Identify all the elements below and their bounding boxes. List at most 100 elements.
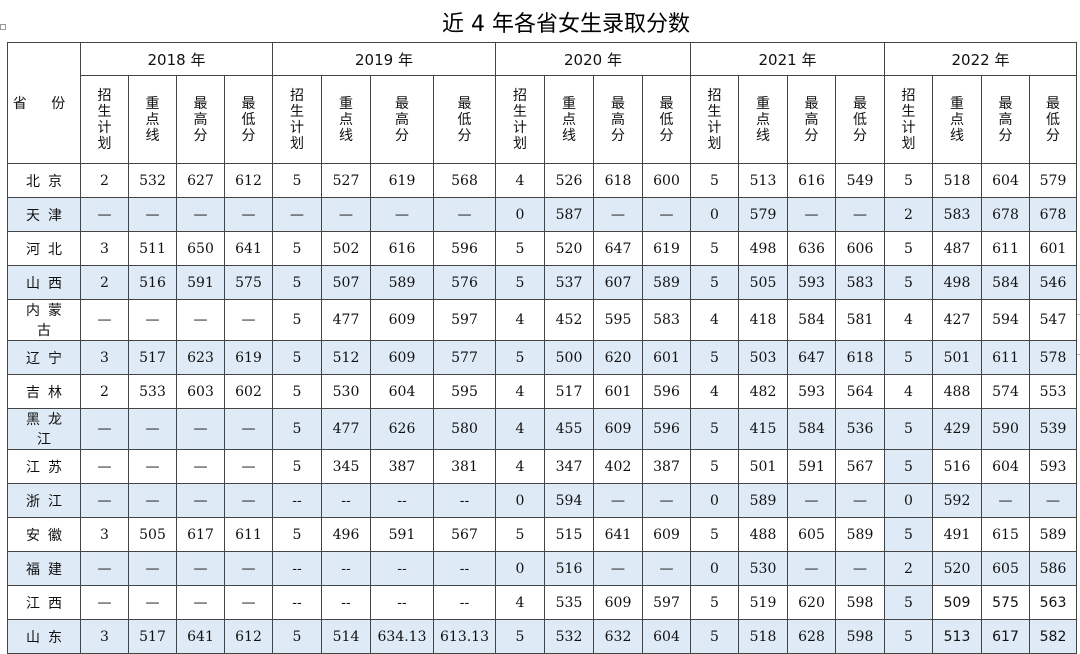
table-cell: 641: [176, 619, 225, 654]
table-cell: 546: [1029, 265, 1077, 300]
table-cell: 5: [690, 231, 739, 266]
table-cell: 526: [544, 163, 594, 198]
table-cell: 583: [642, 299, 691, 341]
table-cell: 517: [128, 619, 177, 654]
table-cell: 532: [128, 163, 177, 198]
table-cell: 477: [321, 299, 371, 341]
table-cell: —: [176, 408, 225, 450]
table-cell: 537: [544, 265, 594, 300]
table-cell: 611: [981, 231, 1030, 266]
table-cell: 5: [272, 340, 322, 375]
table-cell: 597: [642, 585, 691, 620]
column-header: 最低分: [642, 75, 691, 164]
table-cell: 3: [80, 619, 129, 654]
table-cell: 5: [884, 449, 933, 484]
column-header-label: 重点线: [756, 95, 770, 144]
table-cell: —: [128, 483, 177, 518]
table-cell: 2: [80, 374, 129, 409]
table-row: 山东 3 517 641 612 5 514 634.13 613.13 5 532 632 604 5 5…: [7, 619, 1077, 654]
table-cell: 515: [544, 517, 594, 552]
table-cell: 0: [495, 197, 545, 232]
table-cell: 5: [690, 340, 739, 375]
table-cell: 606: [835, 231, 885, 266]
table-cell: —: [80, 551, 129, 586]
table-cell: 613.13: [433, 619, 496, 654]
table-cell: 568: [433, 163, 496, 198]
table-cell: —: [272, 197, 322, 232]
table-cell: —: [321, 197, 371, 232]
table-cell: —: [128, 197, 177, 232]
table-cell: 594: [981, 299, 1030, 341]
table-cell: 584: [787, 408, 836, 450]
table-cell: —: [224, 449, 273, 484]
table-cell: 5: [690, 517, 739, 552]
table-cell: 513: [932, 619, 982, 654]
table-cell: 0: [690, 483, 739, 518]
table-cell: 516: [932, 449, 982, 484]
table-cell: 580: [433, 408, 496, 450]
table-row: 福建 — — — — -- -- -- -- 0 516— —0 530— —2 520 605 586: [7, 551, 1077, 586]
table-cell: 626: [370, 408, 434, 450]
table-cell: 4: [884, 299, 933, 341]
table-cell: 575: [224, 265, 273, 300]
table-cell: 612: [224, 163, 273, 198]
column-header: 最高分: [176, 75, 225, 164]
table-cell: —: [176, 197, 225, 232]
table-row: 江苏 — — — —5 345 387 381 4 347 402 387 5 501 591 567 5 516…: [7, 449, 1077, 484]
table-cell: 627: [176, 163, 225, 198]
table-cell: 604: [981, 449, 1030, 484]
column-header-label: 重点线: [562, 95, 576, 144]
table-cell: —: [224, 483, 273, 518]
year-header: 2020 年: [495, 42, 691, 76]
table-cell: 387: [642, 449, 691, 484]
province-cell: 山西: [7, 265, 81, 300]
province-header: 省 份: [7, 42, 81, 164]
column-header-label: 最低分: [853, 95, 867, 144]
table-cell: 5: [495, 517, 545, 552]
province-cell: 安徽: [7, 517, 81, 552]
table-cell: 604: [981, 163, 1030, 198]
table-cell: 547: [1029, 299, 1077, 341]
table-cell: —: [835, 483, 885, 518]
column-header-label: 最低分: [241, 95, 256, 144]
column-header: 重点线: [738, 75, 788, 164]
column-header-label: 招生计划: [97, 87, 112, 152]
table-cell: 5: [495, 340, 545, 375]
table-cell: —: [128, 551, 177, 586]
table-cell: —: [176, 551, 225, 586]
table-cell: 532: [544, 619, 594, 654]
table-cell: 2: [80, 265, 129, 300]
table-cell: 482: [738, 374, 788, 409]
table-cell: --: [321, 551, 371, 586]
table-cell: —: [224, 551, 273, 586]
table-row: 辽宁 3 517 623 619 5 512 609 577 5 500 620 601 5 503 647 6…: [7, 340, 1077, 375]
table-cell: 567: [433, 517, 496, 552]
table-cell: 2: [884, 197, 933, 232]
table-row: 河北 3 511 650 641 5 502 616 596 5 520 647 619 5 498 636 6…: [7, 231, 1077, 266]
table-cell: 618: [593, 163, 643, 198]
province-cell: 山东: [7, 619, 81, 654]
table-cell: --: [370, 551, 434, 586]
table-cell: 589: [835, 517, 885, 552]
table-row: 天津 — — — — — — — —0 587— —0 579— —2 583 678 678: [7, 197, 1077, 232]
table-cell: 602: [224, 374, 273, 409]
year-header: 2021 年: [690, 42, 885, 76]
column-header: 重点线: [128, 75, 177, 164]
table-cell: 678: [981, 197, 1030, 232]
table-cell: 603: [176, 374, 225, 409]
table-cell: —: [835, 197, 885, 232]
table-cell: 503: [738, 340, 788, 375]
table-cell: 589: [738, 483, 788, 518]
table-cell: 596: [433, 231, 496, 266]
table-cell: —: [787, 551, 836, 586]
table-cell: 618: [835, 340, 885, 375]
table-cell: 587: [544, 197, 594, 232]
table-cell: 0: [495, 551, 545, 586]
table-cell: 619: [642, 231, 691, 266]
table-cell: 609: [370, 340, 434, 375]
table-cell: 5: [272, 517, 322, 552]
table-cell: 620: [787, 585, 836, 620]
table-cell: 589: [642, 265, 691, 300]
table-cell: 5: [884, 231, 933, 266]
table-cell: 647: [593, 231, 643, 266]
